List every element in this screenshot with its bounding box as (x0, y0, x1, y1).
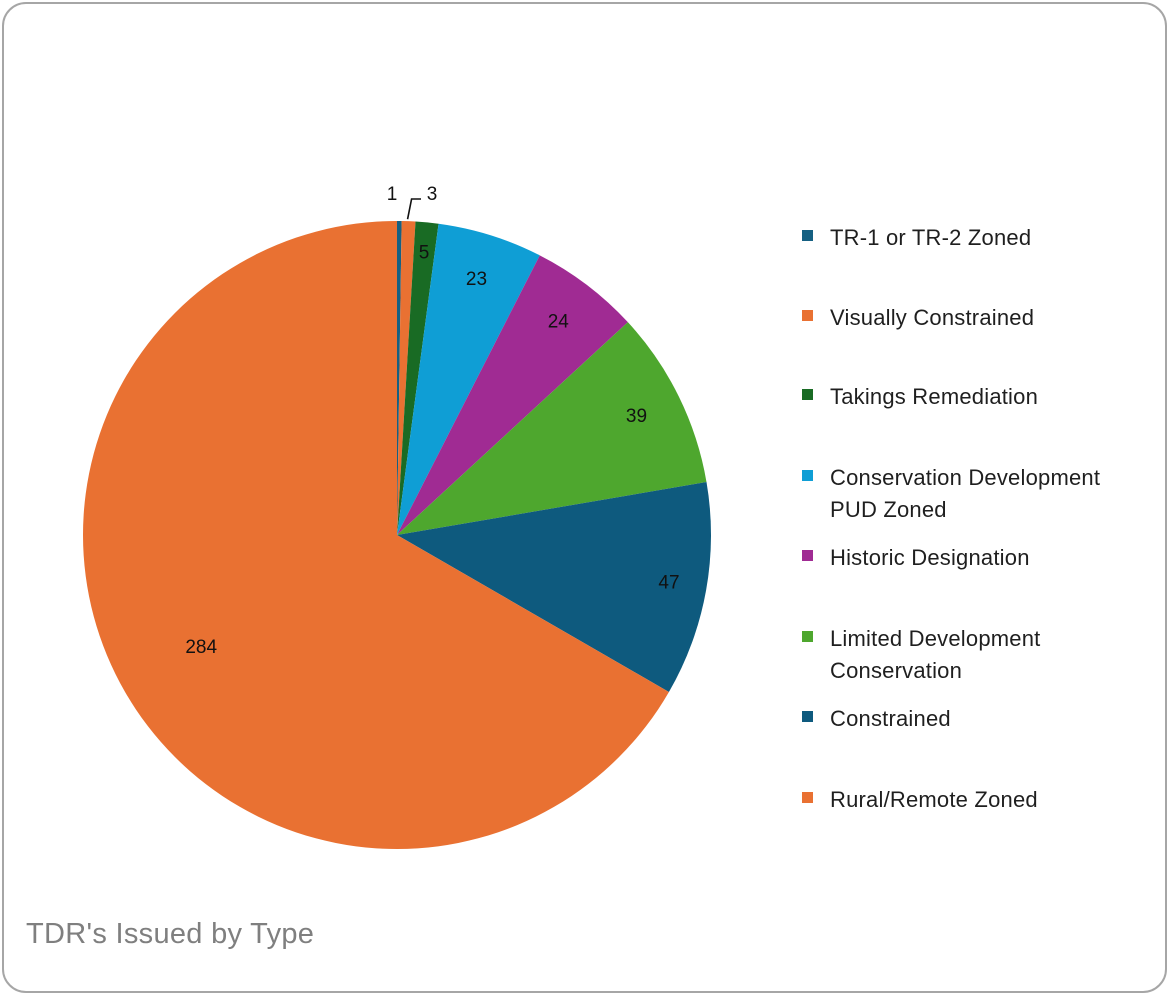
data-label: 24 (548, 311, 570, 332)
pie-slice (397, 255, 628, 535)
data-label: 23 (466, 269, 487, 290)
data-label: 39 (626, 406, 647, 427)
pie-slice (397, 221, 416, 535)
leader-line (406, 198, 421, 220)
pie-slice (83, 221, 669, 849)
data-label: 1 (387, 184, 398, 205)
data-label: 284 (185, 637, 217, 658)
pie-slice (397, 481, 712, 692)
pie-slice (397, 322, 707, 535)
pie-slice (397, 221, 439, 535)
pie-slice (397, 221, 402, 535)
data-label: 47 (658, 573, 679, 594)
chart-title: TDR's Issued by Type (26, 918, 315, 950)
pie-slice (397, 223, 540, 536)
data-label: 5 (419, 243, 430, 264)
data-label: 3 (427, 184, 438, 205)
